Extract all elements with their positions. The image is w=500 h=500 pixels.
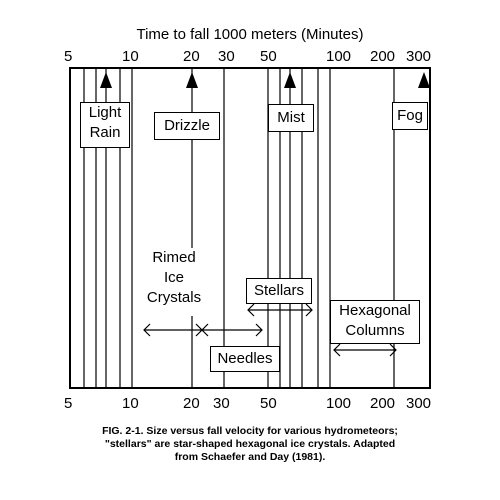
- needles-label: Needles: [210, 346, 280, 372]
- bottom-tick: 5: [64, 395, 73, 412]
- top-tick: 200: [370, 48, 396, 65]
- bottom-tick: 300: [406, 395, 432, 412]
- light-rain-marker: [100, 72, 112, 88]
- needles-arrow: [201, 323, 263, 337]
- rimed-ice-label: Rimed Ice Crystals: [138, 248, 210, 316]
- diagram-title: Time to fall 1000 meters (Minutes): [136, 26, 364, 43]
- figure-caption: FIG. 2-1. Size versus fall velocity for …: [102, 425, 398, 463]
- hexagonal-arrow: [333, 343, 397, 357]
- hexagonal-label: Hexagonal Columns: [330, 300, 420, 344]
- top-tick: 300: [406, 48, 432, 65]
- top-tick: 5: [64, 48, 73, 65]
- top-tick: 100: [326, 48, 352, 65]
- top-tick: 20: [183, 48, 200, 65]
- rimed-ice-arrow: [143, 323, 203, 337]
- bottom-tick: 10: [122, 395, 139, 412]
- mist-marker: [284, 72, 296, 88]
- top-tick: 30: [218, 48, 235, 65]
- top-tick: 50: [260, 48, 277, 65]
- drizzle-marker: [186, 72, 198, 88]
- stellars-label: Stellars: [246, 278, 312, 304]
- bottom-tick: 20: [183, 395, 200, 412]
- fog-label: Fog: [392, 102, 428, 130]
- bottom-tick: 100: [326, 395, 352, 412]
- bottom-tick: 50: [260, 395, 277, 412]
- top-tick: 10: [122, 48, 139, 65]
- drizzle-label: Drizzle: [154, 112, 220, 140]
- fog-marker: [418, 72, 430, 88]
- bottom-tick: 30: [213, 395, 230, 412]
- stellars-arrow: [247, 303, 313, 317]
- bottom-tick: 200: [370, 395, 396, 412]
- mist-label: Mist: [268, 104, 314, 132]
- light-rain-label: Light Rain: [80, 102, 130, 148]
